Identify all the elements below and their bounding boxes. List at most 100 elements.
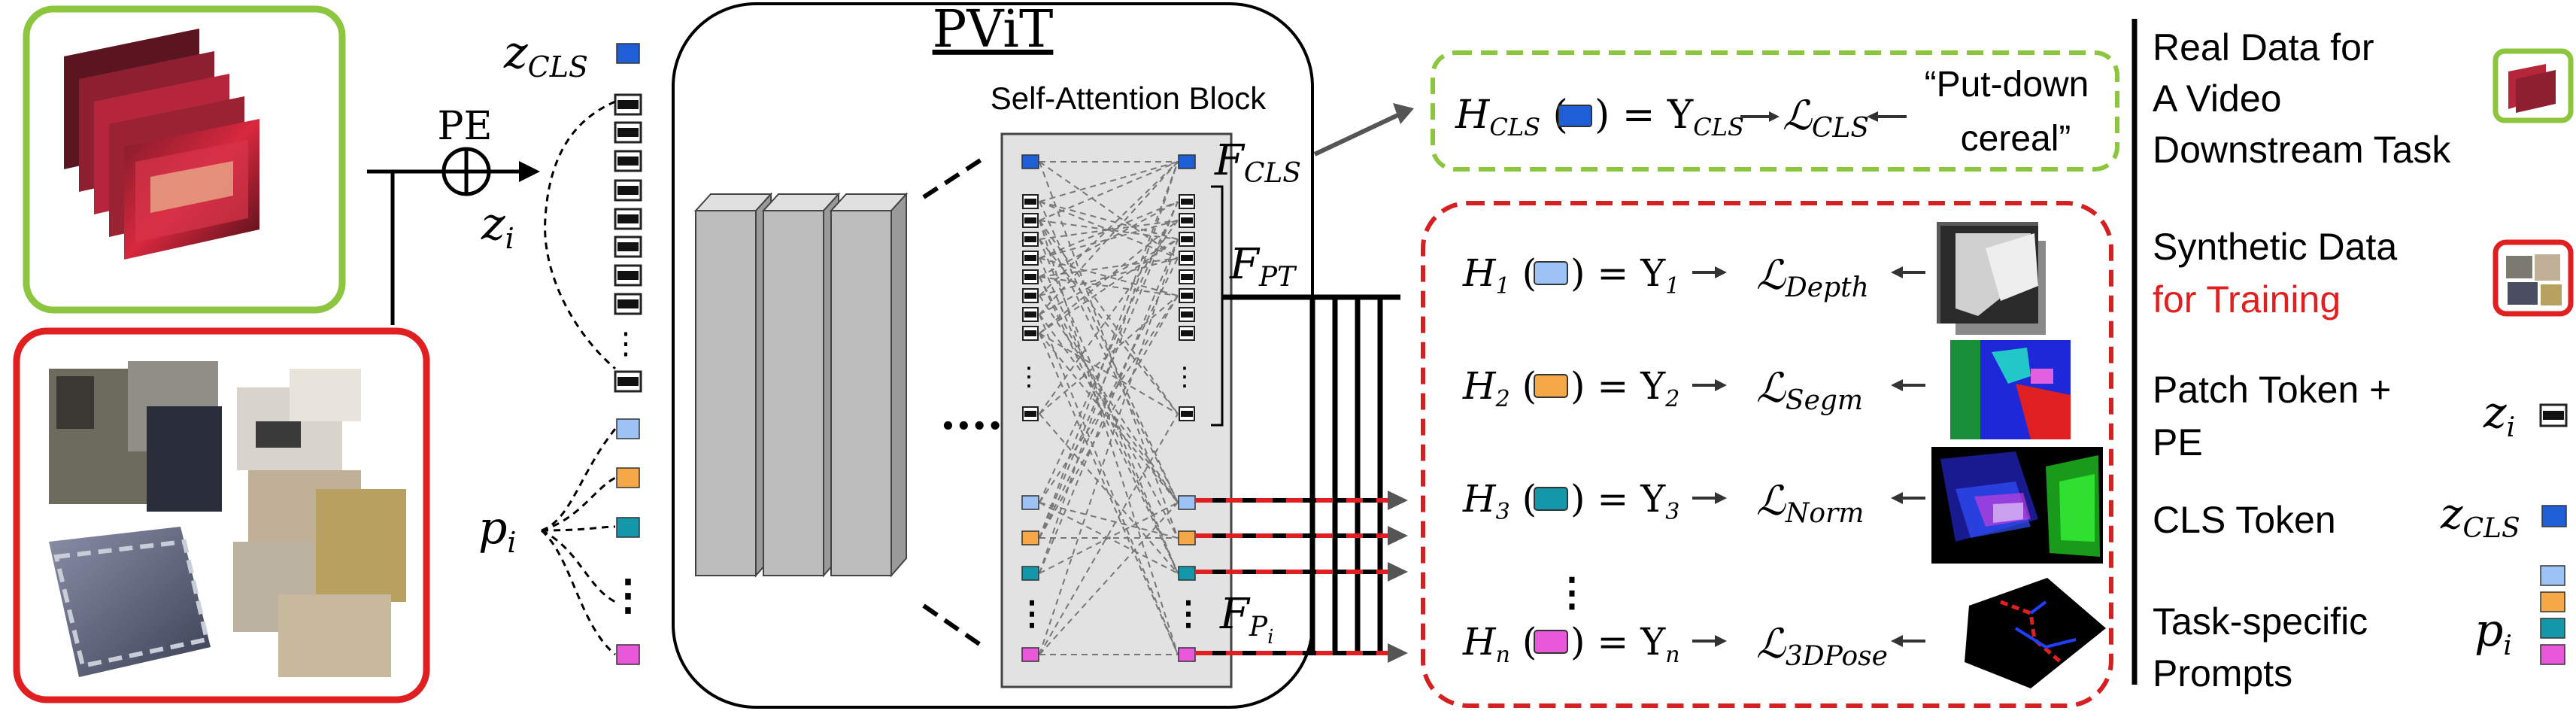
task-feature-swatch [1534, 630, 1568, 654]
f-pi-label: FPi [1219, 590, 1273, 649]
prompt-token-3 [616, 517, 640, 538]
attn-patch-token [1179, 288, 1195, 303]
attn-prompt-ellipsis-right: ⋮ [1172, 594, 1205, 633]
task-loss-label: ℒNorm [1756, 477, 1864, 529]
patch-token [614, 179, 642, 202]
legend-prompt-line1: Task-specific [2153, 600, 2368, 643]
cls-head-box: HCLS ( ) = YCLS ℒCLS “Put-down cereal” [1431, 50, 2119, 172]
legend: Real Data for A Video Downstream Task Sy… [2131, 19, 2574, 694]
h-cls-label: HCLS ( [1455, 93, 1568, 141]
task-loss-label: ℒSegm [1756, 364, 1863, 416]
prompt-output-lines [1196, 491, 1408, 663]
task-head-label: H2 ( [1462, 364, 1537, 412]
attn-prompt-token [1178, 647, 1196, 662]
patch-tokens [614, 93, 642, 393]
task-head-label: H1 ( [1462, 251, 1537, 299]
attn-prompt-token [1021, 566, 1039, 581]
patch-ellipsis: ⋮ [611, 327, 641, 361]
attn-patch-token [1022, 288, 1039, 303]
y-cls-label: ) = YCLS [1594, 93, 1744, 141]
patch-token [614, 370, 642, 393]
legend-patch-line1: Patch Token + [2153, 369, 2391, 411]
legend-prompts: Task-specific Prompts pi [2153, 565, 2565, 694]
attn-patch-token [1022, 307, 1039, 322]
patch-token [614, 150, 642, 172]
f-cls-label: FCLS [1214, 136, 1301, 189]
legend-synth-line2: for Training [2153, 278, 2341, 321]
video-frames-image [64, 29, 259, 260]
layer-block-2 [761, 192, 841, 578]
attn-patch-token [1022, 213, 1039, 228]
pvit-model: PViT Self-Attention Block .... [672, 0, 1314, 709]
pvit-title: PViT [933, 0, 1054, 59]
attn-cls-token [1021, 154, 1039, 169]
f-cls-arrow [1313, 111, 1404, 156]
self-attention-block-label: Self-Attention Block [991, 81, 1267, 116]
task-head-row: H1 ( ) = Y1 ℒDepth [1462, 251, 1925, 303]
prompt-line-1 [1196, 491, 1408, 510]
task-output-label: ) = Y1 [1570, 251, 1679, 299]
task-head-label: H3 ( [1462, 477, 1537, 525]
legend-real-data: Real Data for A Video Downstream Task [2153, 26, 2574, 171]
prompt-token-2 [616, 467, 640, 488]
attn-ellipsis-left: ⋮ [1016, 362, 1042, 392]
prompt-line-2 [1196, 526, 1408, 545]
task-heads-box: H1 () = Y1 ℒDepth H2 () = Y2 ℒSegm H3 () = Y… [1421, 201, 2113, 708]
z-cls-label: zCLS [503, 26, 588, 84]
cls-target-line1: “Put-down [1925, 65, 2089, 105]
attn-patch-token [1179, 269, 1195, 284]
task-output-label: ) = Y2 [1570, 364, 1679, 412]
prompt-token-n [616, 644, 640, 665]
loss-cls-label: ℒCLS [1783, 92, 1869, 144]
attn-prompt-ellipsis-left: ⋮ [1015, 594, 1048, 633]
pe-label: PE [438, 104, 493, 149]
task-head-row: H2 ( ) = Y2 ℒSegm [1462, 364, 1925, 416]
task-head-label: Hn ( [1462, 620, 1537, 668]
legend-patch-line2: PE [2153, 421, 2203, 463]
task-loss-label: ℒDepth [1756, 251, 1869, 303]
attn-patch-token [1179, 326, 1195, 341]
f-pt-label: FPT [1229, 240, 1297, 293]
task-head-row: Hn ( ) = Yn ℒ3DPose [1462, 620, 1925, 672]
attn-prompt-token [1178, 530, 1196, 545]
attn-patch-token [1022, 251, 1039, 266]
task-head-row: H3 () = Y3 ℒNorm [1462, 477, 1925, 529]
patch-features-bracket [1211, 185, 1224, 427]
attn-patch-token [1022, 232, 1039, 247]
patch-token [614, 264, 642, 287]
task-loss-label: ℒ3DPose [1756, 620, 1888, 672]
layer-block-3 [829, 192, 909, 578]
attn-prompt-token [1178, 566, 1196, 581]
layer-block-1 [693, 192, 773, 578]
z-i-label: zi [481, 198, 514, 255]
task-feature-swatch [1534, 374, 1568, 398]
legend-p-i-symbol: pi [2474, 604, 2512, 661]
task-output-label: ) = Yn [1570, 620, 1680, 668]
legend-synth-line1: Synthetic Data [2153, 226, 2397, 268]
task-feature-swatch [1534, 261, 1568, 285]
attn-ellipsis-right: ⋮ [1172, 362, 1197, 392]
attention-panel: ⋮ ⋮ ⋮ ⋮ [1000, 132, 1233, 688]
legend-real-line1: Real Data for [2153, 26, 2374, 68]
cls-feature-swatch [1558, 105, 1592, 127]
attn-patch-token [1022, 269, 1039, 284]
attn-patch-token [1179, 406, 1195, 421]
legend-real-line2: A Video [2153, 77, 2281, 120]
layers-ellipsis: .... [940, 387, 1003, 440]
prompt-line-3 [1196, 562, 1408, 582]
prompt-token-1 [616, 418, 640, 439]
segmentation-output-image [1950, 340, 2071, 439]
prompt-ellipsis: ⋮ [607, 570, 649, 620]
task-feature-swatch [1534, 487, 1568, 511]
attn-patch-token [1179, 232, 1195, 247]
attn-patch-token [1179, 213, 1195, 228]
cls-token [616, 43, 640, 64]
attn-patch-token [1022, 406, 1039, 421]
attn-patch-token [1179, 251, 1195, 266]
task-ellipsis: ⋮ [1552, 570, 1591, 615]
legend-prompt-line2: Prompts [2153, 652, 2292, 694]
token-column: zCLS ⋮ zi ⋮ pi [478, 26, 649, 665]
depth-output-image [1937, 222, 2046, 335]
attn-prompt-token [1021, 530, 1039, 545]
